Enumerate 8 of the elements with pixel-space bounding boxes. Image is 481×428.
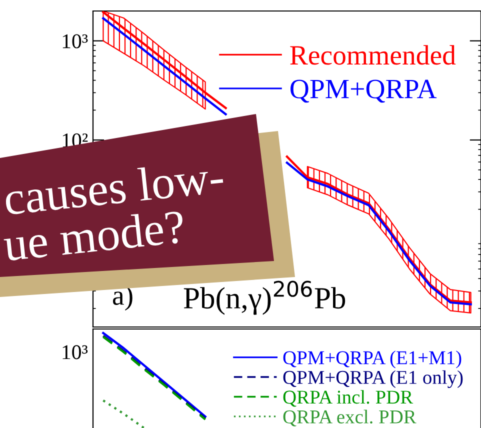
legend-label: QRPA incl. PDR (283, 390, 414, 407)
annotation: a) (112, 285, 132, 311)
legend-label: Recommended (290, 45, 456, 65)
annotation: Pb(n,γ)$^{206}$Pb (184, 280, 346, 315)
legend-label: QRPA excl. PDR (283, 410, 416, 426)
legend-label: QPM+QRPA (E1+M1) (283, 350, 462, 368)
legend-label: QPM+QRPA (E1 only) (283, 370, 463, 388)
legend-label: QPM+QRPA (290, 80, 437, 103)
